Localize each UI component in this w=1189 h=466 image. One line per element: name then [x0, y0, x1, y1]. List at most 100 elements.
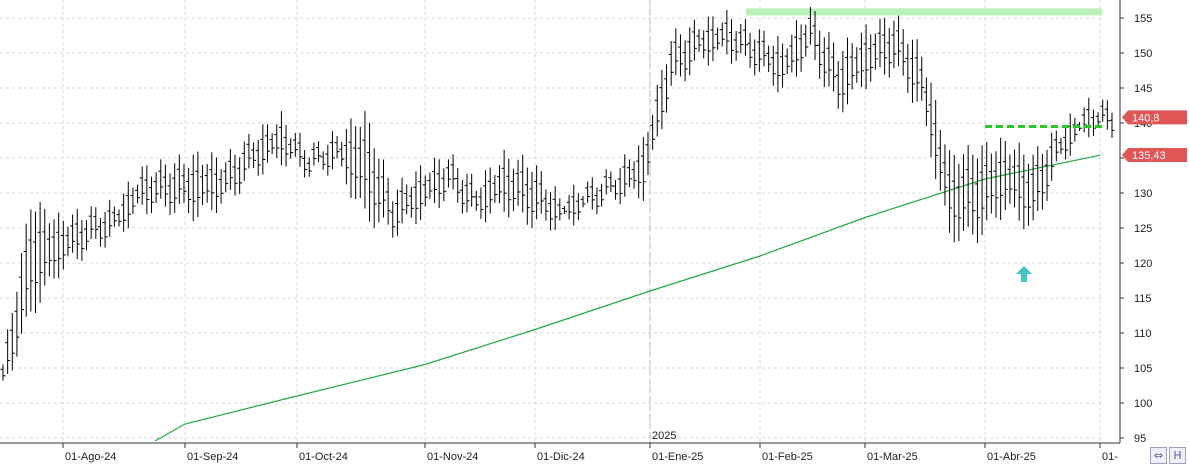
price-bar	[88, 206, 94, 240]
price-bar	[111, 206, 117, 227]
h-icon[interactable]: H	[1169, 447, 1186, 464]
price-bar	[162, 164, 168, 207]
price-bar	[251, 142, 257, 169]
x-axis: 01-Ago-24 01-Sep-24 01-Oct-24 01-Nov-24 01-D…	[0, 430, 1120, 463]
price-bar	[1039, 153, 1045, 210]
price-bar	[942, 144, 948, 206]
price-bar	[320, 151, 326, 170]
y-axis: 95100105110115120125130135140145150155	[1119, 0, 1152, 445]
price-bar	[752, 39, 758, 76]
x-tick-label: 01-Ago-24	[65, 451, 116, 463]
price-bar	[84, 220, 90, 251]
price-bar	[181, 164, 187, 203]
price-bar	[255, 139, 261, 176]
price-bar	[1109, 112, 1115, 138]
price-bar	[380, 159, 386, 218]
price-bar	[761, 30, 767, 67]
price-bar	[367, 122, 373, 222]
price-bar	[835, 61, 841, 109]
x-tick-label: 01-Abr-25	[987, 451, 1036, 463]
price-bar	[487, 167, 493, 214]
y-tick-label: 155	[1134, 13, 1152, 25]
price-bar	[928, 82, 934, 158]
price-bar	[821, 37, 827, 88]
price-bar	[74, 208, 80, 260]
price-bar	[172, 163, 178, 213]
price-bar	[436, 159, 442, 208]
price-bar	[923, 77, 929, 127]
price-bar	[158, 159, 164, 199]
price-bar	[951, 155, 957, 243]
price-bar	[125, 181, 131, 229]
price-bar	[97, 218, 103, 247]
price-bar	[538, 171, 544, 214]
price-bar	[339, 141, 345, 167]
price-bar	[1086, 97, 1092, 138]
price-bar	[1025, 163, 1031, 226]
y-tick-label: 110	[1134, 328, 1152, 340]
arrows-icon[interactable]: ⇔	[1150, 447, 1167, 464]
price-bar	[645, 131, 651, 176]
price-bar	[325, 144, 331, 176]
price-bar	[724, 9, 730, 55]
price-bar	[144, 165, 150, 215]
x-tick-label: 01-Mar-25	[867, 451, 918, 463]
price-bar	[998, 137, 1004, 221]
price-bar	[23, 223, 29, 317]
y-tick-label: 115	[1134, 293, 1152, 305]
price-bar	[1081, 107, 1087, 133]
price-bar	[227, 149, 233, 190]
price-bar	[631, 161, 637, 189]
price-bar	[557, 198, 563, 221]
price-bar	[1012, 149, 1018, 208]
price-bar	[580, 195, 586, 208]
price-bar	[130, 187, 136, 215]
price-bar	[979, 145, 985, 236]
price-bar	[668, 41, 674, 86]
price-bar	[195, 151, 201, 218]
price-bar	[93, 207, 99, 239]
x-tick-label: 01-Nov-24	[427, 451, 478, 463]
price-bar	[826, 31, 832, 87]
price-bar	[492, 174, 498, 203]
price-bar	[246, 133, 252, 169]
price-bar	[269, 133, 275, 155]
price-bar	[886, 27, 892, 78]
price-bar	[1021, 154, 1027, 230]
price-bar	[427, 172, 433, 199]
price-bar	[329, 131, 335, 170]
price-bar	[362, 110, 368, 209]
price-bar	[831, 42, 837, 92]
price-bar	[896, 15, 902, 67]
price-bar	[501, 149, 507, 212]
price-bar	[153, 172, 159, 204]
price-bar	[65, 226, 71, 257]
price-bar	[552, 186, 558, 230]
resistance-band	[746, 8, 1102, 16]
price-bar	[937, 129, 943, 191]
price-bar	[738, 23, 744, 54]
price-bar	[1090, 109, 1096, 137]
price-bar	[687, 27, 693, 76]
price-bar	[60, 220, 66, 270]
price-bar	[993, 151, 999, 218]
price-bar	[798, 24, 804, 72]
price-bar	[237, 157, 243, 194]
price-bar	[455, 168, 461, 203]
price-bar	[200, 164, 206, 205]
price-bar	[664, 64, 670, 113]
y-tick-label: 150	[1134, 48, 1152, 60]
price-bar	[19, 253, 25, 334]
price-bar	[408, 186, 414, 218]
price-bar	[900, 29, 906, 76]
year-label: 2025	[652, 430, 676, 442]
price-bar	[984, 142, 990, 221]
price-bar	[371, 148, 377, 228]
price-bar	[5, 329, 11, 374]
price-bar	[909, 39, 915, 103]
price-bar	[46, 223, 52, 277]
price-bar	[696, 29, 702, 52]
price-bar	[626, 159, 632, 188]
price-bar	[306, 157, 312, 177]
price-bar	[1007, 154, 1013, 204]
